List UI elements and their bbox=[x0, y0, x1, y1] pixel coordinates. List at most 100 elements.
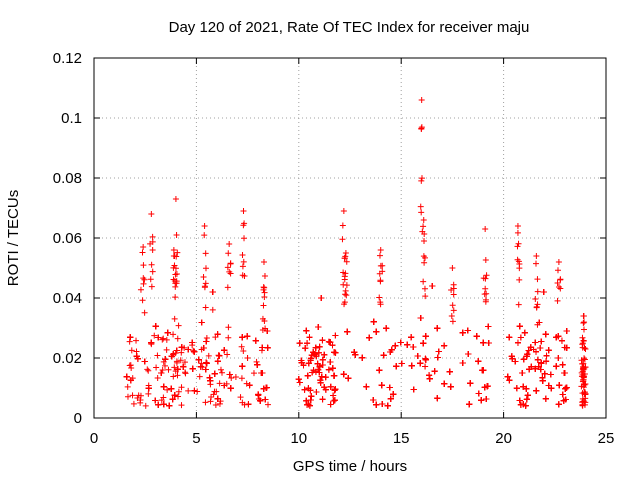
data-point bbox=[144, 366, 151, 373]
data-point bbox=[331, 349, 338, 356]
data-point bbox=[307, 396, 314, 403]
data-point bbox=[170, 351, 177, 358]
data-point bbox=[332, 332, 339, 339]
data-point bbox=[123, 373, 130, 380]
data-point bbox=[329, 365, 336, 372]
data-point bbox=[244, 333, 251, 340]
data-point bbox=[309, 369, 316, 376]
data-point bbox=[313, 389, 320, 396]
data-point bbox=[210, 391, 217, 398]
data-point bbox=[315, 349, 322, 356]
data-point bbox=[329, 342, 336, 349]
data-point bbox=[264, 401, 271, 408]
data-point bbox=[331, 397, 338, 404]
data-point bbox=[224, 351, 231, 358]
data-point bbox=[263, 384, 270, 391]
data-point bbox=[319, 337, 326, 344]
data-point bbox=[306, 334, 313, 341]
data-point bbox=[316, 363, 323, 370]
data-point bbox=[305, 401, 312, 408]
data-point bbox=[228, 374, 235, 381]
data-point bbox=[208, 394, 215, 401]
data-point bbox=[303, 327, 310, 334]
data-point bbox=[240, 347, 247, 354]
data-point bbox=[327, 358, 334, 365]
data-point bbox=[189, 339, 196, 346]
data-point bbox=[160, 401, 167, 408]
data-point bbox=[164, 329, 171, 336]
data-point bbox=[327, 339, 334, 346]
data-point bbox=[124, 383, 131, 390]
data-point bbox=[203, 338, 210, 345]
data-point bbox=[221, 347, 228, 354]
data-point bbox=[191, 348, 198, 355]
data-point bbox=[213, 388, 220, 395]
data-point bbox=[173, 358, 180, 365]
data-point bbox=[253, 358, 260, 365]
data-point bbox=[318, 373, 325, 380]
data-point bbox=[316, 369, 323, 376]
data-point bbox=[202, 366, 209, 373]
data-point bbox=[158, 397, 165, 404]
data-point bbox=[225, 324, 232, 331]
data-point bbox=[206, 374, 213, 381]
data-point bbox=[159, 367, 166, 374]
data-point bbox=[246, 382, 253, 389]
data-point bbox=[137, 286, 144, 293]
data-point bbox=[209, 288, 216, 295]
data-point bbox=[159, 336, 166, 343]
data-point bbox=[295, 376, 302, 383]
data-point bbox=[165, 366, 172, 373]
data-points bbox=[123, 97, 589, 409]
data-point bbox=[264, 344, 271, 351]
data-point bbox=[304, 340, 311, 347]
data-point bbox=[239, 334, 246, 341]
data-point bbox=[203, 335, 210, 342]
data-point bbox=[196, 373, 203, 380]
data-point bbox=[178, 344, 185, 351]
data-point bbox=[325, 366, 332, 373]
data-point bbox=[327, 383, 334, 390]
data-point bbox=[154, 374, 161, 381]
data-point bbox=[203, 359, 210, 366]
data-point bbox=[254, 361, 261, 368]
data-point bbox=[296, 379, 303, 386]
data-point bbox=[135, 392, 142, 399]
data-point bbox=[311, 351, 318, 358]
data-point bbox=[154, 352, 161, 359]
data-point bbox=[257, 397, 264, 404]
data-point bbox=[237, 394, 244, 401]
data-point bbox=[178, 349, 185, 356]
data-point bbox=[302, 345, 309, 352]
data-point bbox=[128, 347, 135, 354]
data-point bbox=[214, 331, 221, 338]
data-point bbox=[262, 396, 269, 403]
data-point bbox=[177, 357, 184, 364]
data-point bbox=[185, 387, 192, 394]
data-point bbox=[219, 369, 226, 376]
data-point bbox=[307, 357, 314, 364]
data-point bbox=[245, 401, 252, 408]
data-point bbox=[200, 345, 207, 352]
data-point bbox=[197, 363, 204, 370]
data-point bbox=[194, 388, 201, 395]
data-point bbox=[207, 398, 214, 405]
data-point bbox=[296, 340, 303, 347]
data-point bbox=[250, 370, 257, 377]
data-point bbox=[331, 387, 338, 394]
data-point bbox=[141, 358, 148, 365]
data-point bbox=[162, 356, 169, 363]
data-point bbox=[216, 400, 223, 407]
data-point bbox=[332, 386, 339, 393]
data-point bbox=[319, 356, 326, 363]
data-point bbox=[212, 402, 219, 409]
data-point bbox=[306, 402, 313, 409]
data-point bbox=[198, 319, 205, 326]
data-point bbox=[312, 368, 319, 375]
data-point bbox=[180, 363, 187, 370]
data-point bbox=[134, 395, 141, 402]
data-point bbox=[166, 402, 173, 409]
data-point bbox=[238, 343, 245, 350]
data-point bbox=[298, 357, 305, 364]
